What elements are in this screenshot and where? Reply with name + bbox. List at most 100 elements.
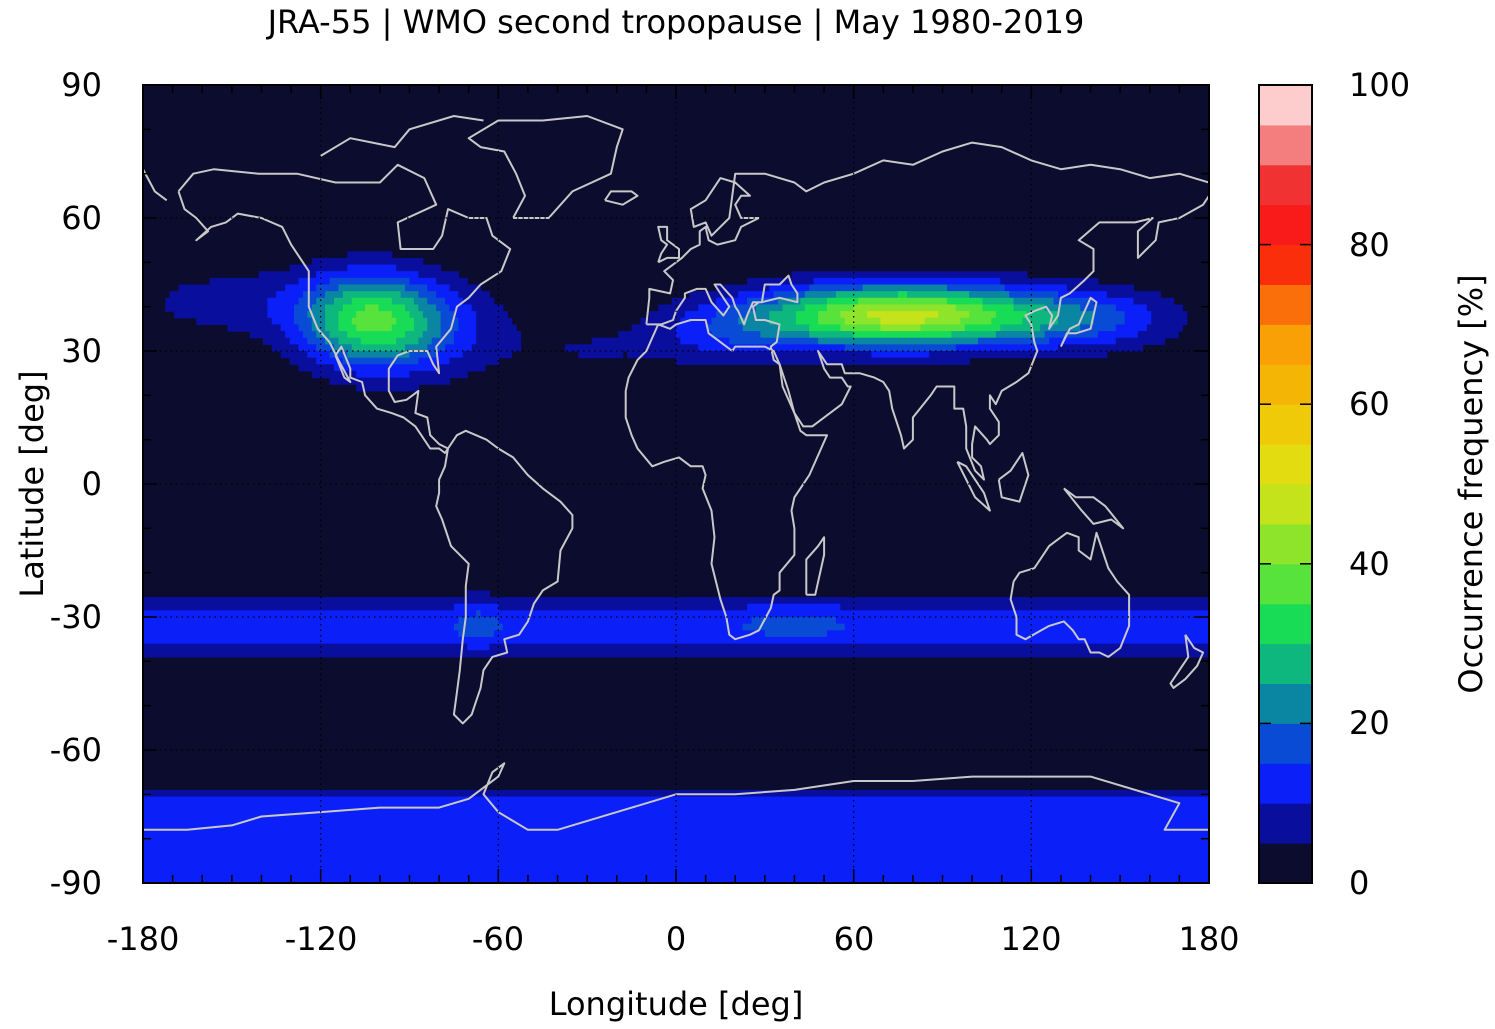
field-cell <box>1146 324 1183 332</box>
field-cell <box>418 271 459 279</box>
field-cell <box>844 317 881 325</box>
field-cell <box>365 304 379 312</box>
field-cell <box>1000 324 1041 332</box>
field-cell <box>311 324 326 332</box>
field-cell <box>289 337 308 345</box>
field-cell <box>391 297 415 306</box>
field-cell <box>280 351 308 359</box>
field-cell <box>1022 317 1059 325</box>
field-cell <box>476 311 508 319</box>
coastline <box>467 115 624 219</box>
field-cell <box>302 331 317 339</box>
colorbar-tick-label: 0 <box>1349 864 1369 902</box>
field-cell <box>356 384 419 392</box>
field-cell <box>316 297 335 306</box>
field-cell <box>707 324 744 332</box>
field-cell <box>298 344 317 352</box>
field-cell <box>338 337 362 345</box>
field-cell <box>1093 297 1135 306</box>
field-cell <box>311 304 326 312</box>
field-cell <box>738 317 770 325</box>
field-cell <box>316 284 340 292</box>
field-cell <box>818 337 979 345</box>
field-cell <box>991 317 1024 325</box>
field-cell <box>951 331 997 339</box>
field-cell <box>1044 304 1081 312</box>
field-cell <box>498 603 748 611</box>
field-cell <box>920 324 966 332</box>
field-cell <box>1057 291 1108 299</box>
x-tick-label: 60 <box>834 920 875 958</box>
field-cell <box>267 311 295 319</box>
field-cell <box>1097 331 1139 339</box>
field-cell <box>294 311 308 319</box>
coastline <box>1063 487 1125 530</box>
field-cell <box>298 324 313 332</box>
x-tick-label: -60 <box>472 920 524 958</box>
field-cell <box>1040 324 1081 332</box>
field-cell <box>649 311 686 319</box>
field-cell <box>835 291 899 299</box>
coastline <box>645 141 1209 481</box>
field-cell <box>143 816 1209 824</box>
field-cell <box>143 643 468 651</box>
field-cell <box>964 324 1001 332</box>
field-cell <box>427 284 451 292</box>
field-cell <box>405 344 428 352</box>
field-cell <box>1093 311 1126 319</box>
colorbar-swatch <box>1259 803 1312 844</box>
field-cell <box>782 304 806 312</box>
field-cell <box>409 311 424 319</box>
field-cell <box>418 357 451 365</box>
field-cell <box>418 304 437 312</box>
field-cell <box>676 324 708 332</box>
y-tick-label: 0 <box>82 465 102 503</box>
field-cell <box>1151 311 1188 319</box>
colorbar <box>1259 85 1312 884</box>
field-cell <box>924 317 961 325</box>
field-cell <box>1093 317 1126 325</box>
field-cell <box>1009 291 1059 299</box>
colorbar-swatch <box>1259 404 1312 445</box>
field-cell <box>347 264 397 272</box>
field-cell <box>1146 304 1183 312</box>
field-cell <box>445 297 464 306</box>
y-axis-label: Latitude [deg] <box>13 370 51 597</box>
field-cell <box>1057 317 1095 325</box>
field-cell <box>329 331 348 339</box>
colorbar-swatch <box>1259 843 1312 884</box>
field-cell <box>1115 304 1148 312</box>
field-cell <box>1124 317 1152 325</box>
field-cell <box>938 311 970 319</box>
y-tick-label: -90 <box>50 864 102 902</box>
y-tick-label: 30 <box>61 332 102 370</box>
field-cell <box>880 317 926 325</box>
field-cell <box>396 337 419 345</box>
field-cell <box>480 610 1209 618</box>
coastline <box>805 536 826 596</box>
field-cell <box>982 297 1015 306</box>
field-cell <box>325 324 340 332</box>
x-tick-label: 0 <box>666 920 686 958</box>
field-cell <box>356 311 393 319</box>
field-cell <box>271 344 300 352</box>
field-cell <box>178 284 286 292</box>
x-tick-label: 120 <box>1000 920 1061 958</box>
field-cell <box>294 304 313 312</box>
field-cell <box>285 331 304 339</box>
field-cell <box>249 331 286 339</box>
field-cell <box>143 836 1209 844</box>
field-cell <box>729 337 819 345</box>
field-cell <box>715 311 748 319</box>
colorbar-swatch <box>1259 164 1312 206</box>
field-cell <box>809 331 855 339</box>
field-cell <box>858 297 948 306</box>
field-cell <box>449 284 482 292</box>
field-cell <box>969 311 997 319</box>
field-cell <box>676 357 970 365</box>
field-cell <box>169 291 277 299</box>
field-cell <box>844 344 957 352</box>
field-cell <box>356 324 393 332</box>
field-cell <box>405 331 424 339</box>
field-cell <box>307 337 326 345</box>
